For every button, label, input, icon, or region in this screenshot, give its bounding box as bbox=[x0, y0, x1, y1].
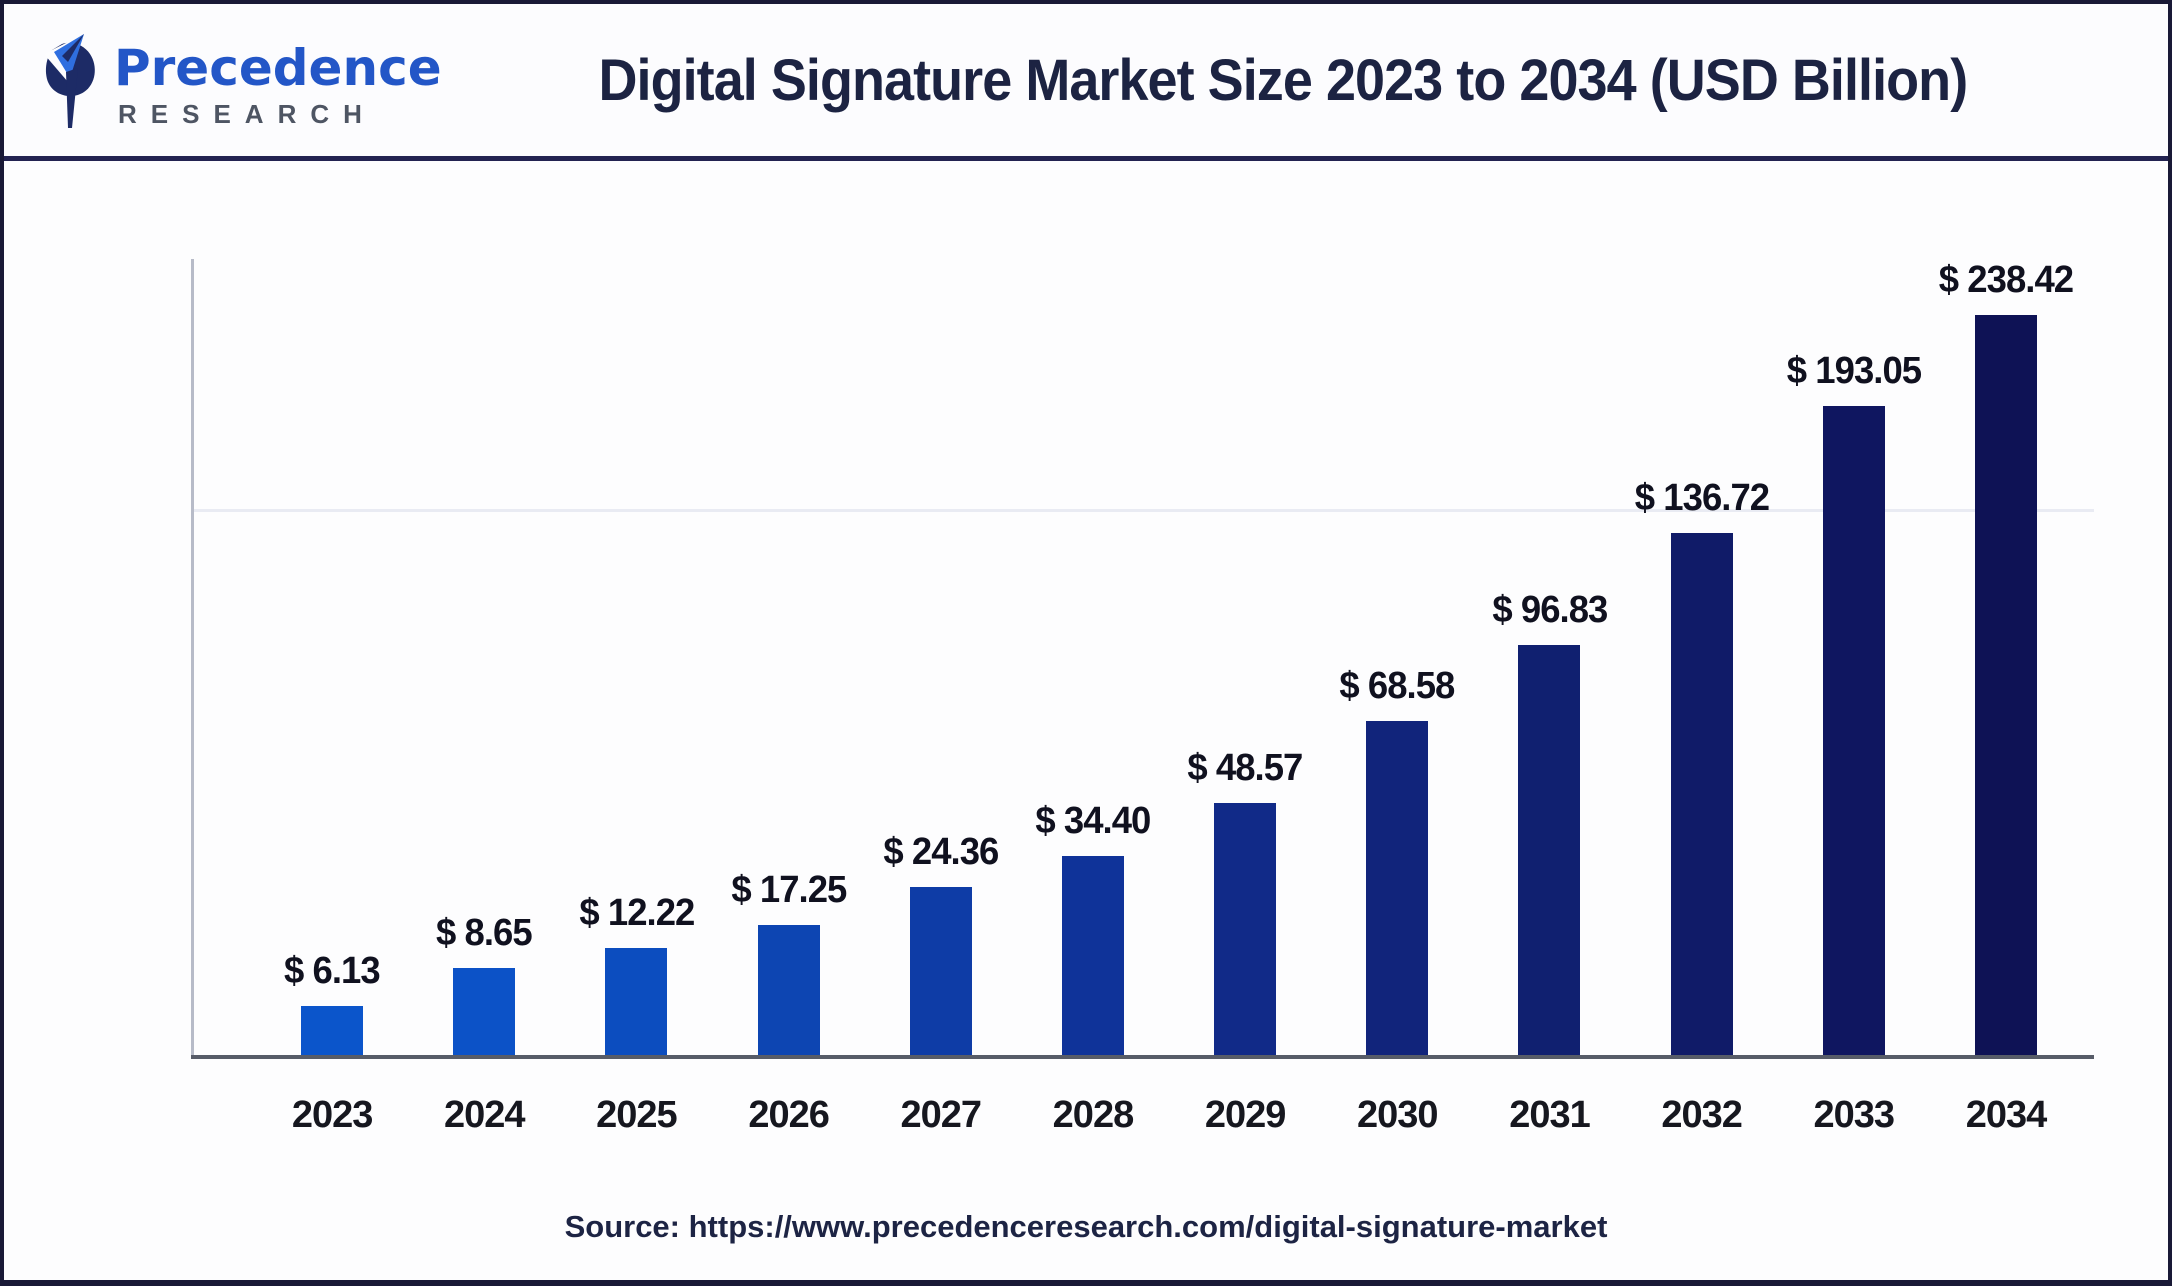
bar-value-label-2026: $ 17.25 bbox=[731, 869, 847, 912]
brand-logo-text: Precedence RESEARCH bbox=[114, 43, 442, 127]
bar-slot-2034: $ 238.42 bbox=[1930, 259, 2082, 1055]
x-axis-label-2026: 2026 bbox=[748, 1094, 830, 1136]
bar-value-label-2024: $ 8.65 bbox=[436, 912, 533, 955]
bar-slot-2031: $ 96.83 bbox=[1473, 259, 1625, 1055]
title-wrap: Digital Signature Market Size 2023 to 20… bbox=[442, 47, 2124, 114]
bar-slot-2028: $ 34.40 bbox=[1017, 259, 1169, 1055]
x-axis-label-2029: 2029 bbox=[1204, 1094, 1287, 1136]
bar-value-label-2030: $ 68.58 bbox=[1339, 664, 1456, 707]
bar-2032 bbox=[1670, 532, 1733, 1055]
bar-2030 bbox=[1366, 720, 1429, 1055]
bar-value-label-2023: $ 6.13 bbox=[284, 950, 381, 993]
chart-title: Digital Signature Market Size 2023 to 20… bbox=[598, 47, 1968, 113]
bar-value-label-2034: $ 238.42 bbox=[1938, 259, 2074, 301]
y-axis-line bbox=[191, 259, 194, 1055]
bar-slot-2024: $ 8.65 bbox=[408, 259, 560, 1055]
source-text: Source: https://www.precedenceresearch.c… bbox=[564, 1209, 1608, 1244]
bar-value-label-2032: $ 136.72 bbox=[1634, 476, 1769, 519]
paper-plane-logo-icon bbox=[44, 34, 95, 128]
x-axis-label-2023: 2023 bbox=[291, 1094, 374, 1136]
bar-2029 bbox=[1214, 803, 1277, 1055]
header: Precedence RESEARCH Digital Signature Ma… bbox=[4, 4, 2168, 161]
bar-slot-2032: $ 136.72 bbox=[1626, 259, 1778, 1055]
bar-2024 bbox=[453, 968, 516, 1055]
bar-2034 bbox=[1974, 315, 2037, 1055]
bar-slot-2029: $ 48.57 bbox=[1169, 259, 1321, 1055]
bar-value-label-2027: $ 24.36 bbox=[883, 831, 999, 874]
bar-2027 bbox=[909, 887, 972, 1055]
bar-value-label-2031: $ 96.83 bbox=[1491, 589, 1608, 632]
x-axis-label-2031: 2031 bbox=[1509, 1094, 1591, 1136]
bar-2033 bbox=[1822, 406, 1885, 1055]
x-axis-label-2028: 2028 bbox=[1052, 1094, 1135, 1136]
bar-slot-2027: $ 24.36 bbox=[865, 259, 1017, 1055]
bar-value-label-2028: $ 34.40 bbox=[1035, 800, 1151, 842]
bar-2026 bbox=[757, 925, 820, 1055]
bar-slot-2030: $ 68.58 bbox=[1321, 259, 1473, 1055]
brand-logo: Precedence RESEARCH bbox=[38, 28, 442, 132]
x-axis-label-2027: 2027 bbox=[900, 1094, 983, 1136]
bar-2031 bbox=[1518, 645, 1581, 1055]
bar-value-label-2025: $ 12.22 bbox=[578, 891, 695, 934]
bar-2025 bbox=[605, 947, 668, 1055]
bar-slot-2023: $ 6.13 bbox=[256, 259, 408, 1055]
x-axis-label-2030: 2030 bbox=[1357, 1094, 1439, 1136]
bar-value-label-2033: $ 193.05 bbox=[1786, 350, 1922, 393]
x-axis-label-2033: 2033 bbox=[1813, 1094, 1896, 1136]
horizontal-gridline bbox=[194, 509, 2094, 512]
bar-slot-2025: $ 12.22 bbox=[560, 259, 712, 1055]
bar-2023 bbox=[301, 1006, 364, 1055]
x-axis-label-2034: 2034 bbox=[1965, 1094, 2048, 1136]
x-axis-label-2025: 2025 bbox=[596, 1094, 678, 1136]
x-axis-labels: 2023 2024 2025 2026 2027 2028 2029 2030 2031 2032… bbox=[194, 1094, 2094, 1137]
brand-subtitle: RESEARCH bbox=[118, 99, 376, 129]
brand-name: Precedence bbox=[114, 39, 442, 97]
x-axis-label-2024: 2024 bbox=[443, 1094, 526, 1136]
bars-container: $ 6.13 $ 8.65 $ 12.22 $ 17.25 $ 24.36 $ 34.40… bbox=[194, 259, 2094, 1055]
bar-2028 bbox=[1061, 856, 1124, 1055]
plot-area: $ 6.13 $ 8.65 $ 12.22 $ 17.25 $ 24.36 $ 34.40… bbox=[191, 259, 2094, 1059]
x-axis-label-2032: 2032 bbox=[1661, 1094, 1743, 1136]
bar-value-label-2029: $ 48.57 bbox=[1187, 747, 1304, 790]
bar-slot-2026: $ 17.25 bbox=[713, 259, 865, 1055]
bar-slot-2033: $ 193.05 bbox=[1778, 259, 1930, 1055]
